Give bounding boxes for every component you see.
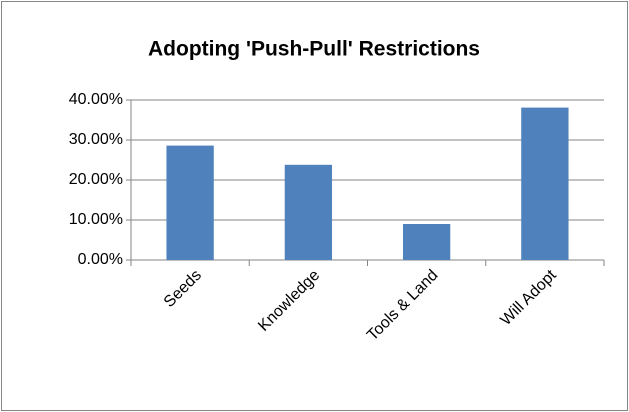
y-tick-label: 0.00% bbox=[78, 251, 123, 268]
y-tick-label: 30.00% bbox=[69, 131, 123, 148]
y-tick-label: 20.00% bbox=[69, 171, 123, 188]
bar bbox=[402, 224, 451, 260]
y-tick-label: 10.00% bbox=[69, 211, 123, 228]
bar bbox=[521, 107, 569, 260]
bar bbox=[284, 164, 333, 260]
bar bbox=[166, 145, 214, 260]
y-tick-label: 40.00% bbox=[69, 91, 123, 108]
chart-title: Adopting 'Push-Pull' Restrictions bbox=[148, 38, 480, 61]
